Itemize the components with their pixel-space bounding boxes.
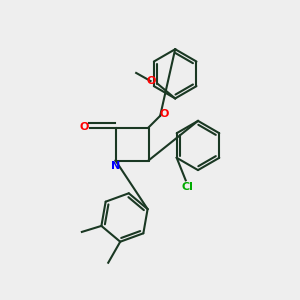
Text: O: O [146, 76, 156, 86]
Text: N: N [111, 161, 120, 171]
Text: O: O [160, 109, 169, 119]
Text: O: O [80, 122, 89, 133]
Text: Cl: Cl [181, 182, 193, 192]
